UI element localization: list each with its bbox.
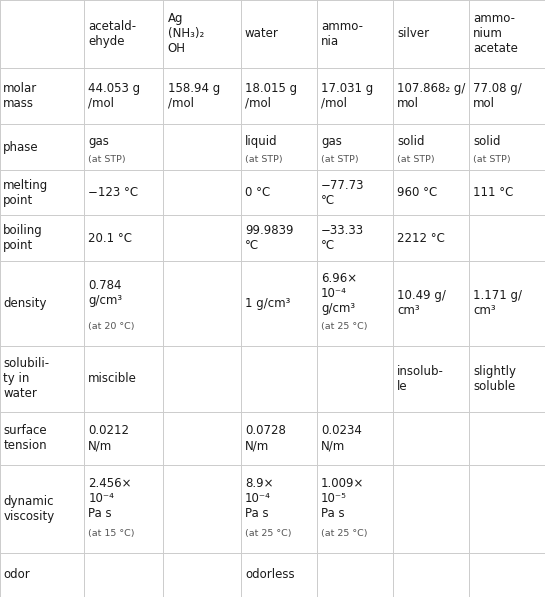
Text: slightly
soluble: slightly soluble	[473, 365, 516, 393]
Text: (at STP): (at STP)	[321, 155, 359, 164]
Text: 111 °C: 111 °C	[473, 186, 513, 199]
Text: −123 °C: −123 °C	[88, 186, 138, 199]
Text: 10.49 g/
cm³: 10.49 g/ cm³	[397, 290, 446, 317]
Text: (at 20 °C): (at 20 °C)	[88, 322, 135, 331]
Text: 0.0728
N/m: 0.0728 N/m	[245, 424, 286, 452]
Text: −77.73
°C: −77.73 °C	[321, 179, 365, 207]
Text: (at STP): (at STP)	[245, 155, 282, 164]
Text: liquid: liquid	[245, 135, 277, 148]
Text: (at STP): (at STP)	[473, 155, 511, 164]
Text: 20.1 °C: 20.1 °C	[88, 232, 132, 245]
Text: 8.9×
10⁻⁴
Pa s: 8.9× 10⁻⁴ Pa s	[245, 476, 274, 519]
Text: (at 25 °C): (at 25 °C)	[321, 529, 367, 538]
Text: solubili-
ty in
water: solubili- ty in water	[3, 357, 50, 400]
Text: (at STP): (at STP)	[397, 155, 435, 164]
Text: (at 15 °C): (at 15 °C)	[88, 529, 135, 538]
Text: 18.015 g
/mol: 18.015 g /mol	[245, 82, 297, 110]
Text: 2212 °C: 2212 °C	[397, 232, 445, 245]
Text: dynamic
viscosity: dynamic viscosity	[3, 495, 54, 523]
Text: 0 °C: 0 °C	[245, 186, 270, 199]
Text: molar
mass: molar mass	[3, 82, 38, 110]
Text: 77.08 g/
mol: 77.08 g/ mol	[473, 82, 522, 110]
Text: ammo-
nium
acetate: ammo- nium acetate	[473, 13, 518, 56]
Text: 107.868₂ g/
mol: 107.868₂ g/ mol	[397, 82, 465, 110]
Text: miscible: miscible	[88, 372, 137, 385]
Text: 44.053 g
/mol: 44.053 g /mol	[88, 82, 140, 110]
Text: 6.96×
10⁻⁴
g/cm³: 6.96× 10⁻⁴ g/cm³	[321, 272, 357, 315]
Text: gas: gas	[321, 135, 342, 148]
Text: 99.9839
°C: 99.9839 °C	[245, 224, 293, 252]
Text: 2.456×
10⁻⁴
Pa s: 2.456× 10⁻⁴ Pa s	[88, 476, 132, 519]
Text: (at STP): (at STP)	[88, 155, 126, 164]
Text: water: water	[245, 27, 279, 41]
Text: 1.009×
10⁻⁵
Pa s: 1.009× 10⁻⁵ Pa s	[321, 476, 365, 519]
Text: Ag
(NH₃)₂
OH: Ag (NH₃)₂ OH	[167, 13, 204, 56]
Text: odorless: odorless	[245, 568, 294, 581]
Text: melting
point: melting point	[3, 179, 49, 207]
Text: (at 25 °C): (at 25 °C)	[321, 322, 367, 331]
Text: 1.171 g/
cm³: 1.171 g/ cm³	[473, 290, 522, 317]
Text: surface
tension: surface tension	[3, 424, 47, 452]
Text: acetald-
ehyde: acetald- ehyde	[88, 20, 136, 48]
Text: silver: silver	[397, 27, 429, 41]
Text: ammo-
nia: ammo- nia	[321, 20, 363, 48]
Text: 960 °C: 960 °C	[397, 186, 438, 199]
Text: gas: gas	[88, 135, 109, 148]
Text: 0.0212
N/m: 0.0212 N/m	[88, 424, 129, 452]
Text: odor: odor	[3, 568, 30, 581]
Text: phase: phase	[3, 140, 39, 153]
Text: insolub-
le: insolub- le	[397, 365, 444, 393]
Text: 0.784
g/cm³: 0.784 g/cm³	[88, 279, 122, 307]
Text: 0.0234
N/m: 0.0234 N/m	[321, 424, 362, 452]
Text: solid: solid	[473, 135, 501, 148]
Text: boiling
point: boiling point	[3, 224, 43, 252]
Text: density: density	[3, 297, 47, 310]
Text: 1 g/cm³: 1 g/cm³	[245, 297, 290, 310]
Text: (at 25 °C): (at 25 °C)	[245, 529, 292, 538]
Text: 17.031 g
/mol: 17.031 g /mol	[321, 82, 373, 110]
Text: −33.33
°C: −33.33 °C	[321, 224, 364, 252]
Text: 158.94 g
/mol: 158.94 g /mol	[167, 82, 220, 110]
Text: solid: solid	[397, 135, 425, 148]
